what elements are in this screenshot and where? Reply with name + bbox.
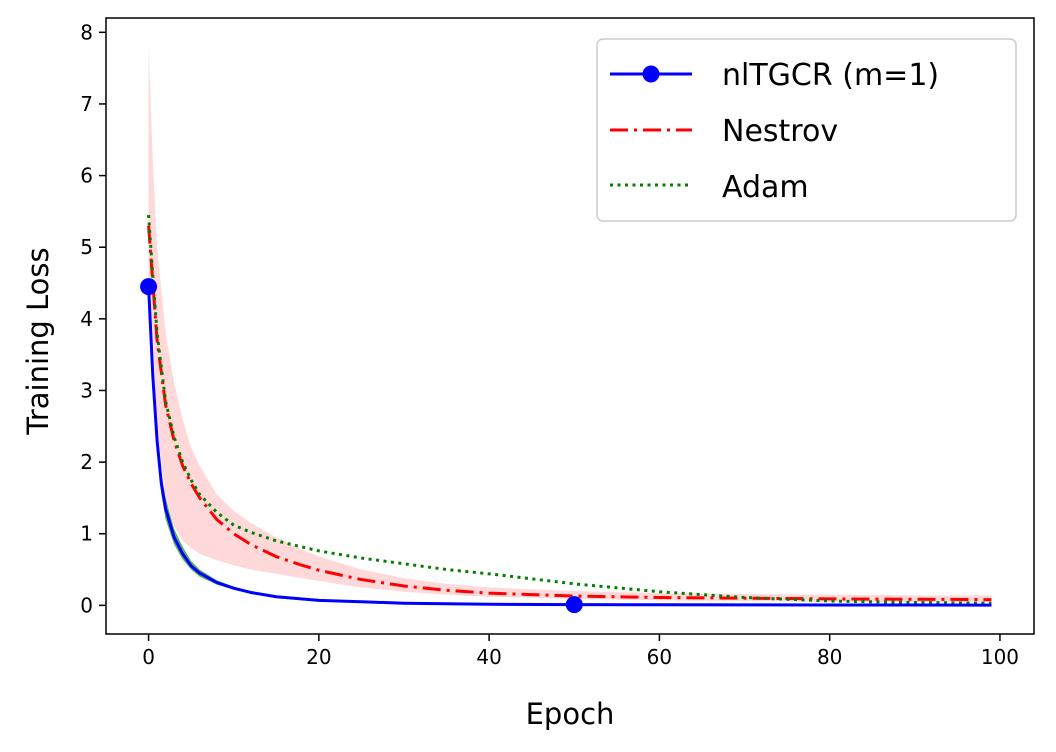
line-nltgcr-m-1	[147, 286, 992, 607]
y-tick-label-0: 0	[80, 593, 93, 617]
y-tick-label-2: 2	[80, 450, 93, 474]
y-tick-label-3: 3	[80, 378, 93, 402]
legend-label-nestrov: Nestrov	[722, 114, 838, 149]
x-tick-label-60: 60	[647, 645, 672, 669]
y-tick-label-4: 4	[80, 307, 93, 331]
y-tick-label-7: 7	[80, 92, 93, 116]
x-tick-label-80: 80	[817, 645, 842, 669]
band-nestrov	[148, 46, 992, 603]
y-tick-label-6: 6	[80, 164, 93, 188]
y-axis-ticks: 0 1 2 3 4 5 6 7 8	[80, 20, 106, 617]
marker-nltgcr-m-1-epoch-50	[565, 596, 583, 614]
marker-nltgcr-m-1-epoch-0	[140, 278, 158, 296]
x-tick-label-20: 20	[306, 645, 331, 669]
legend-marker-nltgcr	[642, 65, 660, 83]
y-tick-label-1: 1	[80, 522, 93, 546]
legend-label-adam: Adam	[722, 170, 809, 205]
y-axis-label: Training Loss	[21, 247, 55, 435]
line-adam	[147, 214, 992, 605]
x-axis-ticks: 0 20 40 60 80 100	[142, 634, 1019, 669]
series-lines	[147, 214, 992, 607]
legend-box	[596, 38, 1017, 222]
x-tick-label-40: 40	[476, 645, 501, 669]
x-axis-label: Epoch	[526, 697, 615, 731]
y-tick-label-5: 5	[80, 235, 93, 259]
plot-frame	[105, 17, 1035, 635]
legend: nlTGCR (m=1) Nestrov Adam	[596, 38, 1017, 222]
x-tick-label-0: 0	[142, 645, 155, 669]
confidence-bands	[148, 46, 992, 606]
series-markers	[140, 278, 583, 614]
line-nestrov	[147, 225, 992, 602]
x-tick-label-100: 100	[981, 645, 1019, 669]
legend-label-nltgcr: nlTGCR (m=1)	[722, 58, 939, 93]
y-tick-label-8: 8	[80, 20, 93, 44]
